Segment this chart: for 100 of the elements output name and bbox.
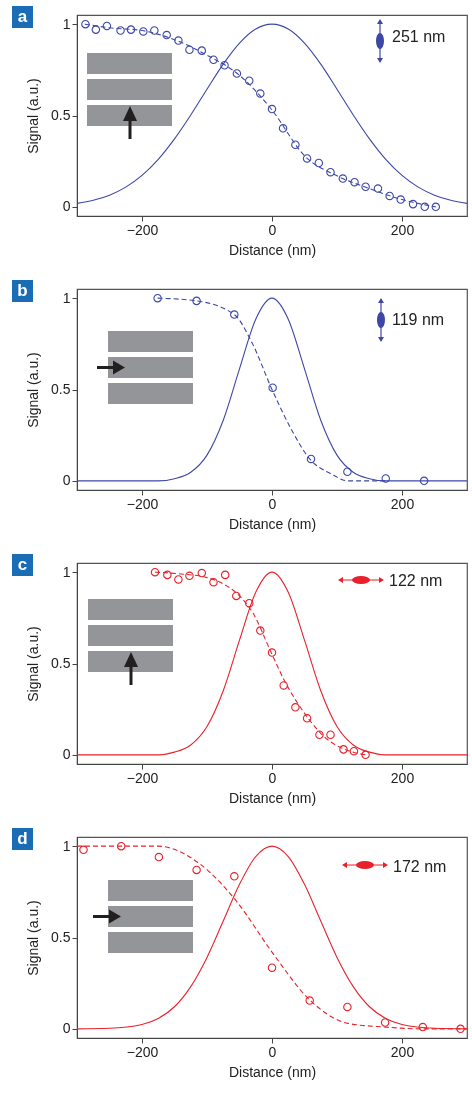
x-tick-label: −200 — [126, 769, 159, 786]
annotation: 119 nm — [392, 311, 445, 329]
point — [343, 1002, 352, 1012]
point — [154, 852, 164, 862]
x-tick-label: −200 — [126, 221, 159, 238]
x-tick-label: −200 — [126, 495, 159, 512]
y-axis-title: Signal (a.u.) — [25, 626, 42, 702]
annotation: 172 nm — [393, 858, 447, 876]
chart-title: c — [12, 554, 33, 576]
chart-title: b — [12, 280, 33, 302]
point — [305, 996, 314, 1005]
point — [302, 154, 312, 163]
point — [431, 202, 441, 212]
point — [139, 27, 148, 36]
point — [267, 963, 277, 972]
point — [230, 310, 239, 319]
x-tick-label: 200 — [390, 495, 415, 512]
y-tick-label: 0.5 — [51, 655, 71, 671]
point — [256, 626, 265, 635]
point — [163, 570, 172, 580]
point — [153, 293, 162, 303]
y-tick-label: 0.5 — [51, 107, 71, 123]
point — [408, 199, 418, 209]
y-tick-label: 0 — [62, 1020, 71, 1037]
point — [102, 21, 112, 31]
annotation: 122 nm — [389, 572, 443, 590]
x-tick-label: 0 — [268, 769, 277, 786]
y-axis-title: Signal (a.u.) — [25, 352, 42, 428]
x-axis-title: Distance (nm) — [228, 1063, 317, 1080]
point — [291, 140, 300, 149]
point — [326, 167, 335, 177]
chart-title: d — [12, 828, 33, 850]
y-tick-label: 0.5 — [51, 381, 71, 397]
point — [256, 89, 265, 98]
point — [79, 845, 88, 855]
point — [126, 25, 136, 34]
y-tick-label: 0 — [62, 198, 71, 215]
x-tick-label: 200 — [390, 769, 415, 786]
x-tick-label: 0 — [268, 221, 277, 238]
x-axis-title: Distance (nm) — [228, 515, 317, 532]
point — [192, 296, 201, 306]
x-tick-label: 200 — [390, 221, 415, 238]
annotation: 251 nm — [392, 28, 446, 46]
point — [380, 1018, 390, 1027]
point — [116, 841, 126, 851]
point — [343, 467, 352, 476]
point — [278, 124, 288, 133]
y-axis-title: Signal (a.u.) — [25, 900, 42, 976]
x-tick-label: 0 — [268, 495, 277, 512]
point — [373, 184, 383, 193]
point — [91, 25, 101, 34]
point — [361, 750, 370, 760]
y-axis-title: Signal (a.u.) — [25, 78, 42, 154]
point — [209, 577, 218, 587]
point — [291, 703, 300, 712]
point — [315, 730, 324, 740]
point — [419, 476, 429, 486]
point — [185, 45, 194, 54]
y-tick-label: 0.5 — [51, 929, 71, 945]
y-tick-label: 1 — [62, 289, 71, 306]
point — [197, 568, 207, 578]
point — [244, 76, 254, 86]
y-tick-label: 1 — [62, 837, 71, 854]
point — [185, 571, 194, 581]
x-tick-label: 0 — [268, 1043, 277, 1060]
point — [230, 872, 239, 881]
x-tick-label: −200 — [126, 1043, 159, 1060]
point — [231, 591, 241, 601]
point — [268, 383, 277, 392]
point — [420, 202, 430, 212]
x-axis-title: Distance (nm) — [228, 241, 317, 258]
point — [306, 454, 316, 464]
y-tick-label: 1 — [62, 563, 71, 580]
point — [174, 575, 183, 584]
point — [209, 55, 218, 65]
line-series — [77, 571, 467, 756]
y-tick-label: 0 — [62, 472, 71, 489]
y-tick-label: 1 — [62, 15, 71, 32]
point — [349, 746, 359, 756]
point — [361, 182, 370, 192]
chart-title: a — [12, 6, 33, 28]
point — [267, 648, 277, 657]
x-tick-label: 200 — [390, 1043, 415, 1060]
point — [267, 104, 277, 114]
point — [302, 714, 312, 723]
point — [326, 730, 335, 740]
point — [338, 174, 348, 183]
point — [197, 46, 207, 55]
point — [81, 19, 90, 29]
y-tick-label: 0 — [62, 746, 71, 763]
point — [279, 681, 288, 690]
point — [162, 30, 171, 40]
point — [385, 191, 394, 201]
point — [314, 158, 324, 168]
point — [381, 474, 391, 483]
point — [418, 1022, 428, 1032]
line-series — [77, 297, 467, 482]
point — [220, 61, 229, 70]
x-axis-title: Distance (nm) — [228, 789, 317, 806]
point — [192, 865, 201, 875]
